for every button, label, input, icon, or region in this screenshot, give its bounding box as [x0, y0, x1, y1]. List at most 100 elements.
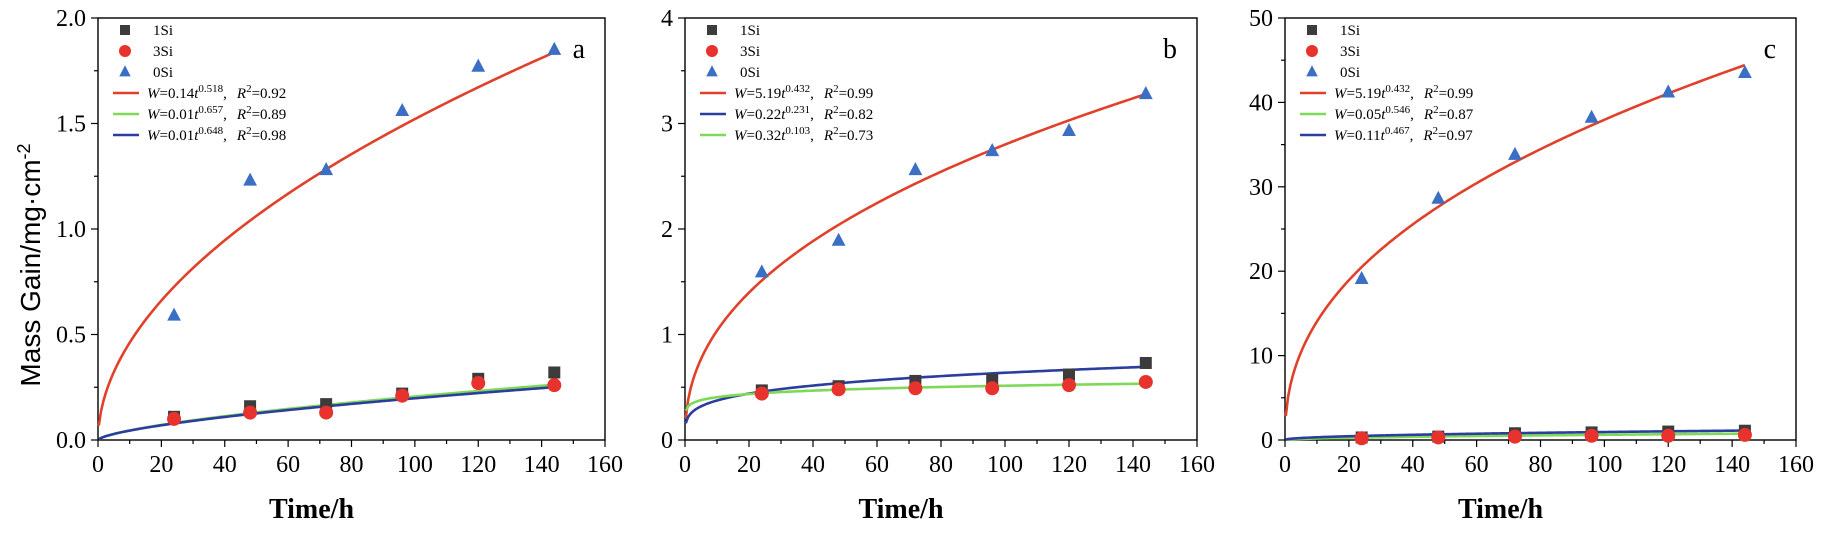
x-tick-label: 20: [737, 452, 761, 478]
eq-coef: =0.14: [160, 86, 195, 102]
eq-comma: ,: [810, 128, 814, 144]
data-point-3Si: [243, 405, 258, 420]
eq-comma: ,: [223, 107, 227, 123]
legend-fit-equation: W=0.11t0.467, R2=0.97: [1334, 125, 1473, 144]
y-tick-label: 0.0: [56, 428, 86, 454]
legend-label: 1Si: [740, 23, 760, 39]
eq-w: W: [1334, 107, 1348, 123]
data-point-0Si: [395, 102, 410, 117]
eq-t: t: [194, 107, 199, 123]
y-tick-label: 2: [661, 217, 673, 243]
panel-letter: c: [1764, 34, 1776, 65]
eq-comma: ,: [1410, 128, 1414, 144]
legend-marker-1Si: [707, 25, 717, 35]
eq-r-val: =0.87: [1439, 107, 1474, 123]
x-tick-label: 20: [149, 452, 173, 478]
data-point-0Si: [754, 264, 769, 278]
data-point-3Si: [395, 388, 410, 403]
eq-r-exp: 2: [1433, 104, 1439, 116]
eq-r-exp: 2: [833, 125, 839, 137]
eq-r: R: [823, 107, 833, 123]
eq-t: t: [1381, 86, 1386, 102]
data-point-3Si: [1062, 378, 1076, 393]
eq-coef: =0.11: [1347, 128, 1381, 144]
legend-marker-3Si: [1306, 45, 1318, 57]
eq-comma: ,: [810, 86, 814, 102]
data-point-1Si: [1139, 356, 1152, 369]
data-point-0Si: [831, 232, 846, 246]
eq-r: R: [1423, 107, 1433, 123]
data-point-0Si: [1738, 64, 1752, 79]
eq-r: R: [236, 128, 246, 144]
eq-coef: =0.32: [747, 128, 782, 144]
eq-r-exp: 2: [246, 104, 252, 116]
data-point-1Si: [1063, 368, 1075, 381]
eq-r: R: [823, 128, 833, 144]
eq-r: R: [1423, 86, 1433, 102]
x-tick-label: 0: [679, 452, 691, 478]
y-tick-label: 0: [661, 428, 673, 454]
data-point-3Si: [1354, 431, 1369, 446]
y-axis-label: Mass Gain/mg·cm-2: [14, 143, 46, 386]
eq-exp: 0.467: [1385, 125, 1410, 137]
data-point-3Si: [1661, 428, 1676, 443]
data-point-0Si: [1431, 190, 1446, 204]
legend-marker-3Si: [706, 45, 718, 57]
eq-r: R: [1422, 128, 1432, 144]
eq-r: R: [236, 107, 246, 123]
data-point-0Si: [1062, 122, 1076, 137]
eq-r-exp: 2: [833, 104, 839, 116]
y-tick-label: 4: [661, 6, 673, 32]
eq-r-val: =0.98: [252, 128, 287, 144]
eq-t: t: [781, 107, 786, 123]
data-point-3Si: [471, 376, 486, 391]
eq-t: t: [194, 86, 199, 102]
legend-label: 1Si: [153, 23, 173, 39]
eq-comma: ,: [223, 128, 227, 144]
legend-label: 0Si: [153, 65, 173, 81]
eq-exp: 0.648: [198, 125, 223, 137]
x-tick-label: 40: [213, 452, 237, 478]
y-axis-label-sup: -2: [14, 143, 34, 159]
panel-a: 0 20 40 60 80 100 120 140 160 0.0 0.5 1.0 1.5 2.0 Time…: [56, 6, 623, 525]
y-tick-label: 0.5: [56, 323, 86, 349]
legend-label: 1Si: [1340, 23, 1360, 39]
plot-frame: [97, 17, 606, 441]
panel-c: 0 20 40 60 80 100 120 140 160 0 10 20 30 40 50 Time/h c 1…: [1249, 6, 1814, 525]
data-point-0Si: [319, 162, 334, 176]
panel-letter: b: [1163, 34, 1177, 65]
eq-r-exp: 2: [1433, 83, 1439, 95]
x-tick-label: 40: [801, 452, 825, 478]
eq-w: W: [147, 86, 161, 102]
y-tick-label: 2.0: [56, 6, 86, 32]
legend-marker-3Si: [119, 45, 131, 57]
data-point-3Si: [1431, 430, 1446, 445]
eq-coef: =0.01: [160, 107, 195, 123]
data-point-3Si: [167, 411, 182, 426]
legend-fit-equation: W=5.19t0.432, R2=0.99: [734, 83, 873, 102]
legend-label: 0Si: [740, 65, 760, 81]
x-tick-label: 40: [1401, 452, 1425, 478]
y-tick-label: 20: [1249, 259, 1273, 285]
y-tick-label: 1.0: [56, 217, 86, 243]
eq-w: W: [1334, 128, 1348, 144]
data-point-0Si: [1138, 86, 1153, 100]
eq-w: W: [1334, 86, 1348, 102]
y-axis-label-text: Mass Gain/mg·cm: [15, 159, 46, 386]
legend-fit-equation: W=0.14t0.518, R2=0.92: [147, 83, 286, 102]
eq-w: W: [147, 107, 161, 123]
data-point-3Si: [1584, 428, 1599, 443]
data-point-0Si: [547, 41, 562, 55]
legend-marker-0Si: [119, 65, 131, 77]
x-tick-label: 120: [460, 452, 496, 478]
eq-w: W: [734, 128, 748, 144]
eq-r-val: =0.92: [252, 86, 287, 102]
eq-w: W: [734, 86, 748, 102]
data-point-0Si: [1508, 146, 1522, 160]
data-point-3Si: [985, 381, 1000, 396]
legend-label: 3Si: [740, 44, 760, 60]
legend-fit-equation: W=0.01t0.657, R2=0.89: [147, 104, 286, 123]
x-tick-label: 140: [1714, 452, 1750, 478]
legend-label: 3Si: [153, 44, 173, 60]
